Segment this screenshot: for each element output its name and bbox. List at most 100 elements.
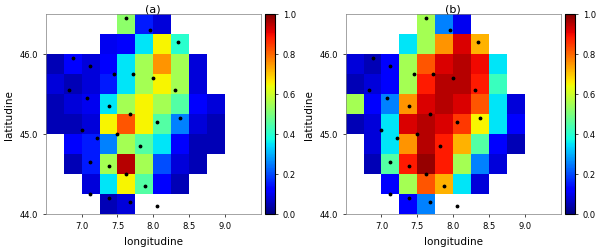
Bar — [435, 55, 453, 74]
Bar — [400, 134, 417, 154]
Bar — [382, 55, 400, 74]
Bar — [153, 154, 171, 174]
Bar — [82, 114, 100, 134]
Bar — [64, 94, 82, 114]
Bar — [382, 94, 400, 114]
Bar — [46, 114, 64, 134]
Bar — [435, 114, 453, 134]
Bar — [400, 114, 417, 134]
Bar — [364, 134, 382, 154]
Bar — [153, 134, 171, 154]
Bar — [471, 114, 489, 134]
Bar — [153, 74, 171, 94]
Bar — [435, 134, 453, 154]
Bar — [489, 74, 507, 94]
Bar — [189, 154, 207, 174]
Bar — [417, 174, 435, 194]
Bar — [46, 94, 64, 114]
Bar — [364, 74, 382, 94]
Bar — [364, 114, 382, 134]
Bar — [346, 114, 364, 134]
Bar — [100, 194, 117, 214]
Bar — [135, 154, 153, 174]
Bar — [453, 35, 471, 55]
Bar — [417, 194, 435, 214]
Bar — [346, 74, 364, 94]
Bar — [364, 154, 382, 174]
Bar — [453, 94, 471, 114]
Bar — [471, 74, 489, 94]
Bar — [435, 74, 453, 94]
Bar — [382, 114, 400, 134]
Bar — [171, 134, 189, 154]
Bar — [100, 114, 117, 134]
Bar — [453, 114, 471, 134]
Bar — [135, 174, 153, 194]
Y-axis label: latitudine: latitudine — [304, 90, 314, 139]
Bar — [471, 134, 489, 154]
Bar — [153, 55, 171, 74]
Bar — [100, 134, 117, 154]
Bar — [82, 55, 100, 74]
Bar — [100, 55, 117, 74]
Bar — [64, 55, 82, 74]
Bar — [171, 55, 189, 74]
Bar — [489, 154, 507, 174]
Bar — [100, 94, 117, 114]
Bar — [189, 55, 207, 74]
Bar — [453, 174, 471, 194]
Bar — [189, 114, 207, 134]
Bar — [117, 55, 135, 74]
Bar — [417, 94, 435, 114]
Bar — [400, 194, 417, 214]
Bar — [117, 74, 135, 94]
Bar — [171, 114, 189, 134]
Bar — [489, 114, 507, 134]
Bar — [135, 55, 153, 74]
Bar — [135, 114, 153, 134]
Title: (b): (b) — [445, 4, 461, 14]
Bar — [417, 114, 435, 134]
Bar — [507, 114, 525, 134]
Bar — [189, 134, 207, 154]
Bar — [453, 134, 471, 154]
Bar — [171, 35, 189, 55]
Bar — [435, 154, 453, 174]
Bar — [346, 94, 364, 114]
Bar — [64, 74, 82, 94]
Bar — [382, 134, 400, 154]
Bar — [82, 94, 100, 114]
Bar — [207, 114, 225, 134]
Bar — [117, 35, 135, 55]
X-axis label: longitudine: longitudine — [124, 236, 183, 246]
Bar — [417, 134, 435, 154]
Bar — [171, 94, 189, 114]
Bar — [435, 35, 453, 55]
Bar — [489, 94, 507, 114]
Bar — [417, 74, 435, 94]
Bar — [135, 134, 153, 154]
Bar — [64, 114, 82, 134]
Bar — [117, 174, 135, 194]
Bar — [153, 174, 171, 194]
Bar — [171, 174, 189, 194]
Bar — [135, 15, 153, 35]
Bar — [135, 35, 153, 55]
Bar — [471, 154, 489, 174]
Bar — [400, 174, 417, 194]
Bar — [382, 74, 400, 94]
Bar — [417, 35, 435, 55]
Bar — [207, 94, 225, 114]
Bar — [453, 55, 471, 74]
Bar — [117, 134, 135, 154]
Bar — [400, 154, 417, 174]
Bar — [117, 114, 135, 134]
Bar — [64, 154, 82, 174]
Bar — [100, 154, 117, 174]
Bar — [100, 35, 117, 55]
Bar — [82, 74, 100, 94]
Bar — [153, 114, 171, 134]
Bar — [117, 94, 135, 114]
Bar — [100, 174, 117, 194]
Bar — [417, 15, 435, 35]
